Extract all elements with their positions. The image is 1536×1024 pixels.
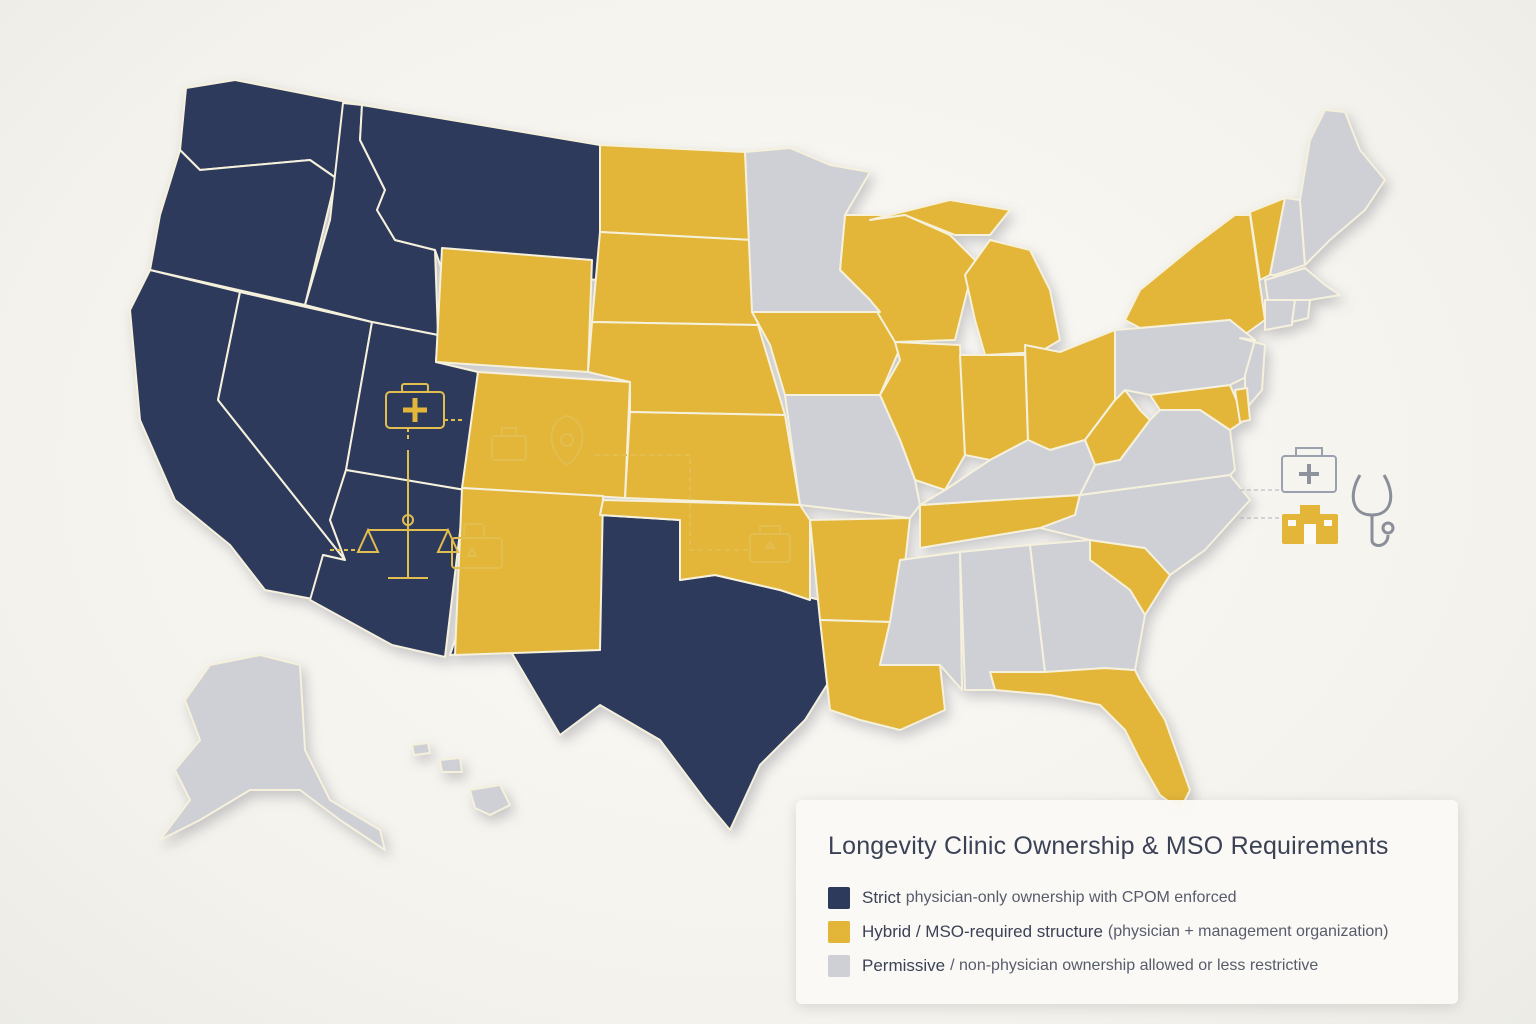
state-me[interactable] bbox=[1299, 109, 1386, 266]
scale-of-justice-icon bbox=[356, 450, 460, 579]
medical-bag-icon bbox=[749, 525, 791, 563]
legend-description: physician-only ownership with CPOM enfor… bbox=[905, 889, 1237, 906]
legend-swatch-hybrid bbox=[828, 921, 850, 943]
state-de[interactable] bbox=[1234, 387, 1251, 423]
icon-layer bbox=[330, 383, 791, 579]
legend-title: Longevity Clinic Ownership & MSO Require… bbox=[828, 832, 1389, 860]
shield-icon bbox=[550, 414, 584, 467]
legend-label: Strict bbox=[862, 888, 901, 907]
legend-label: Permissive bbox=[862, 956, 946, 975]
state-mo[interactable] bbox=[784, 394, 921, 519]
legend-label: Hybrid / MSO-required structure bbox=[862, 922, 1103, 941]
legend-swatch-strict bbox=[828, 887, 850, 909]
legend-description: (physician + management organization) bbox=[1107, 923, 1389, 940]
legend-item-hybrid: Hybrid / MSO-required structure (physici… bbox=[828, 915, 1458, 949]
state-ri[interactable] bbox=[1291, 299, 1311, 323]
stethoscope-icon bbox=[1351, 474, 1395, 547]
legend-description: / non-physician ownership allowed or les… bbox=[950, 957, 1319, 974]
state-pa[interactable] bbox=[1114, 319, 1256, 401]
legend: Longevity Clinic Ownership & MSO Require… bbox=[796, 800, 1458, 1004]
connector-line bbox=[595, 454, 752, 551]
legend-item-strict: Strict physician-only ownership with CPO… bbox=[828, 881, 1458, 915]
medical-kit-icon bbox=[1281, 447, 1337, 493]
right-icons bbox=[1240, 447, 1395, 547]
state-ak[interactable] bbox=[159, 654, 386, 851]
document-icon bbox=[491, 427, 527, 461]
state-ct[interactable] bbox=[1264, 299, 1296, 331]
legend-swatch-permissive bbox=[828, 955, 850, 977]
state-nd[interactable] bbox=[599, 144, 753, 241]
medical-kit-icon bbox=[385, 383, 445, 429]
state-mn[interactable] bbox=[744, 147, 881, 313]
state-mi[interactable] bbox=[869, 199, 1061, 356]
connector-line bbox=[407, 419, 462, 440]
state-va[interactable] bbox=[1079, 409, 1236, 496]
state-ks[interactable] bbox=[624, 411, 801, 506]
state-az[interactable] bbox=[309, 469, 466, 658]
medical-bag-icon bbox=[451, 523, 503, 569]
state-hi[interactable] bbox=[411, 742, 511, 816]
state-ny[interactable] bbox=[1124, 214, 1266, 339]
state-sd[interactable] bbox=[591, 231, 759, 326]
state-ky[interactable] bbox=[919, 439, 1096, 506]
legend-item-permissive: Permissive / non-physician ownership all… bbox=[828, 949, 1458, 983]
state-co[interactable] bbox=[461, 371, 631, 499]
state-ga[interactable] bbox=[1029, 539, 1146, 673]
state-nm[interactable] bbox=[454, 487, 604, 656]
state-or[interactable] bbox=[149, 149, 337, 306]
state-ok[interactable] bbox=[599, 499, 811, 601]
state-nh[interactable] bbox=[1269, 197, 1306, 276]
state-nc[interactable] bbox=[1039, 474, 1251, 576]
state-fl[interactable] bbox=[989, 667, 1191, 811]
state-wy[interactable] bbox=[435, 247, 593, 373]
hospital-icon bbox=[1282, 505, 1338, 544]
states-layer bbox=[129, 79, 1386, 851]
